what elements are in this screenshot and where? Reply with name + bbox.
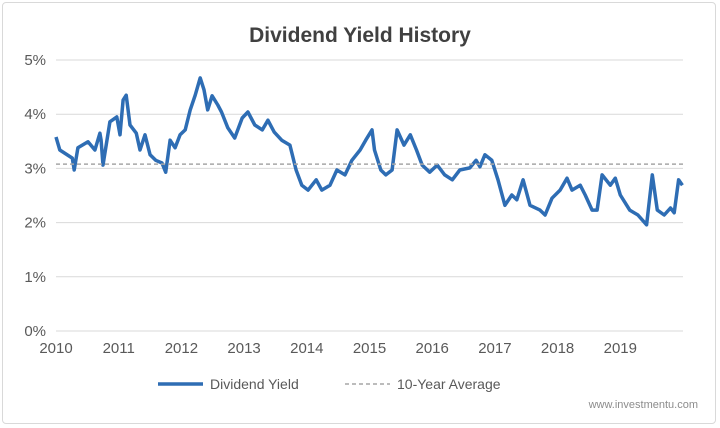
y-tick-label: 5%: [24, 52, 46, 69]
y-tick-label: 3%: [24, 160, 46, 177]
x-tick-label: 2018: [541, 340, 574, 357]
x-tick-label: 2010: [39, 340, 72, 357]
legend-label: Dividend Yield: [210, 376, 299, 392]
chart-frame: [2, 2, 716, 424]
legend-label: 10-Year Average: [397, 376, 501, 392]
chart-title: Dividend Yield History: [249, 24, 471, 47]
x-tick-label: 2012: [165, 340, 198, 357]
x-tick-label: 2011: [103, 340, 135, 357]
dividend-yield-line: [54, 76, 684, 227]
x-tick-label: 2015: [353, 340, 386, 357]
y-tick-label: 4%: [24, 106, 46, 123]
x-tick-label: 2017: [478, 340, 511, 357]
watermark: www.investmentu.com: [588, 399, 698, 411]
x-tick-label: 2013: [227, 340, 260, 357]
y-tick-label: 1%: [24, 269, 46, 286]
x-tick-label: 2019: [604, 340, 637, 357]
y-tick-label: 0%: [24, 323, 46, 340]
x-tick-label: 2016: [416, 340, 449, 357]
x-tick-label: 2014: [290, 340, 323, 357]
y-tick-label: 2%: [24, 215, 46, 232]
